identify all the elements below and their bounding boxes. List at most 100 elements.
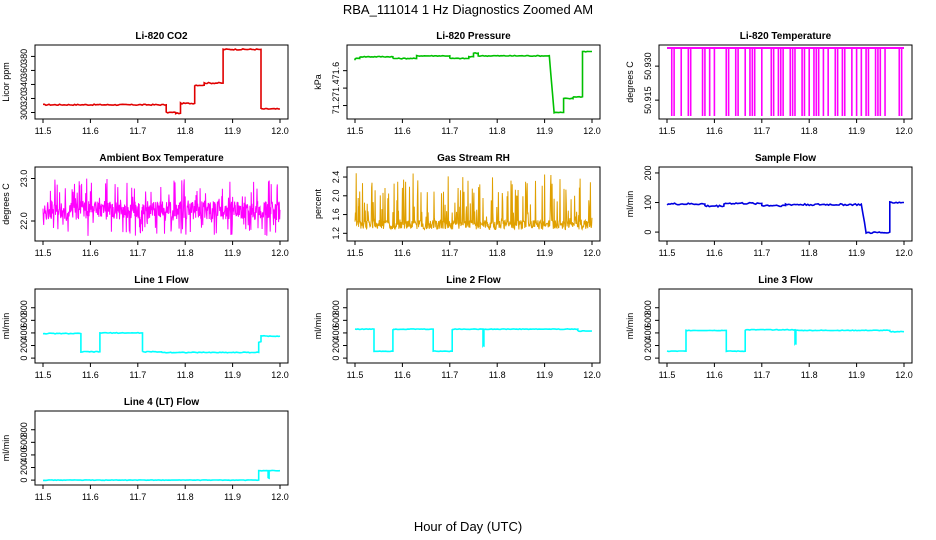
panel-li-820-pressure: Li-820 Pressure kPa 11.5 11.6 11.7 11.8 11.9 12… xyxy=(313,31,601,136)
y-axis-label: ml/min xyxy=(625,313,635,340)
y-tick-label: 200 xyxy=(19,460,29,475)
series-line xyxy=(666,200,904,235)
y-tick-label: 600 xyxy=(19,435,29,450)
panel-title: Gas Stream RH xyxy=(437,153,510,164)
x-tick-label: 11.5 xyxy=(35,492,52,502)
x-tick-label: 11.9 xyxy=(224,248,241,258)
series-line xyxy=(42,331,281,354)
plot-frame xyxy=(658,288,913,364)
series-line xyxy=(354,50,592,114)
x-tick-label: 11.7 xyxy=(129,370,146,380)
x-tick-label: 11.6 xyxy=(394,370,411,380)
x-tick-label: 11.8 xyxy=(489,370,506,380)
series-line xyxy=(354,173,593,231)
x-tick-label: 12.0 xyxy=(895,248,913,258)
y-axis-label: degrees C xyxy=(625,61,635,103)
x-tick-label: 11.6 xyxy=(706,248,723,258)
panel-li-820-temperature: Li-820 Temperature degrees C 11.5 11.6 11.7 1… xyxy=(625,31,913,136)
x-tick-label: 11.8 xyxy=(801,370,818,380)
x-axis-title: Hour of Day (UTC) xyxy=(414,519,522,534)
y-tick-label: 600 xyxy=(643,313,653,328)
x-tick-label: 11.7 xyxy=(441,126,458,136)
series-li-820-co2 xyxy=(43,48,281,115)
y-tick-label: 380 xyxy=(19,49,29,64)
y-tick-label: 71.4 xyxy=(331,79,341,97)
y-axis-label: percent xyxy=(313,188,323,219)
x-tick-label: 11.9 xyxy=(848,126,865,136)
plot-frame xyxy=(346,44,601,120)
y-tick-label: 400 xyxy=(643,325,653,340)
y-tick-label: 320 xyxy=(19,91,29,106)
y-tick-label: 22.0 xyxy=(19,212,29,230)
panel-title: Li-820 CO2 xyxy=(135,31,188,42)
series-line xyxy=(42,178,281,236)
x-tick-label: 11.5 xyxy=(35,370,52,380)
y-tick-label: 800 xyxy=(19,300,29,315)
y-tick-label: 71.2 xyxy=(331,97,341,115)
panel-line-2-flow: Line 2 Flow ml/min 11.5 11.6 11.7 11.8 11.9 12.… xyxy=(313,275,601,380)
panel-title: Line 4 (LT) Flow xyxy=(124,397,200,408)
y-tick-label: 800 xyxy=(19,422,29,437)
panel-title: Line 2 Flow xyxy=(446,275,501,286)
y-tick-label: 0 xyxy=(643,230,653,235)
x-tick-label: 11.5 xyxy=(659,370,676,380)
panel-grid: Li-820 CO2 Licor ppm 11.5 11.6 11.7 11.8 11.9 1… xyxy=(1,31,913,502)
y-axis-label: degrees C xyxy=(1,183,11,225)
x-tick-label: 11.8 xyxy=(801,248,818,258)
x-tick-label: 11.5 xyxy=(347,370,364,380)
series-li-820-temperature xyxy=(667,47,904,116)
y-tick-label: 71.6 xyxy=(331,62,341,80)
x-tick-label: 12.0 xyxy=(895,370,913,380)
x-tick-label: 11.9 xyxy=(224,126,241,136)
x-tick-label: 11.8 xyxy=(177,248,194,258)
panel-gas-stream-rh: Gas Stream RH percent 11.5 11.6 11.7 11.8 11.9… xyxy=(313,153,601,258)
x-tick-label: 12.0 xyxy=(583,126,601,136)
x-tick-label: 11.9 xyxy=(224,492,241,502)
x-tick-label: 12.0 xyxy=(271,248,289,258)
x-tick-label: 11.5 xyxy=(659,248,676,258)
x-tick-label: 12.0 xyxy=(583,370,601,380)
y-axis-label: ml/min xyxy=(313,313,323,340)
series-line xyxy=(42,469,281,482)
y-tick-label: 1.2 xyxy=(331,227,341,240)
plot-frame xyxy=(346,166,601,242)
x-tick-label: 11.9 xyxy=(848,370,865,380)
y-axis-label: ml/min xyxy=(1,313,11,340)
plot-frame xyxy=(34,410,289,486)
y-tick-label: 200 xyxy=(331,338,341,353)
series-ambient-box-temperature xyxy=(42,178,281,236)
y-tick-label: 0 xyxy=(643,356,653,361)
series-line xyxy=(666,328,905,353)
y-axis-label: kPa xyxy=(313,74,323,90)
y-tick-label: 50.915 xyxy=(643,86,653,114)
x-tick-label: 11.6 xyxy=(82,248,99,258)
series-line-1-flow xyxy=(42,331,281,354)
panel-sample-flow: Sample Flow ml/min 11.5 11.6 11.7 11.8 11.9 12.… xyxy=(625,153,913,258)
panel-li-820-co2: Li-820 CO2 Licor ppm 11.5 11.6 11.7 11.8 11.9 1… xyxy=(1,31,289,136)
y-tick-label: 0 xyxy=(331,356,341,361)
y-tick-label: 0 xyxy=(19,356,29,361)
series-li-820-pressure xyxy=(354,50,592,114)
x-tick-label: 11.5 xyxy=(347,248,364,258)
panel-line-4-lt-flow: Line 4 (LT) Flow ml/min 11.5 11.6 11.7 11.8 11… xyxy=(1,397,289,502)
x-tick-label: 11.5 xyxy=(35,248,52,258)
y-tick-label: 100 xyxy=(643,195,653,210)
x-tick-label: 11.6 xyxy=(394,248,411,258)
x-tick-label: 11.5 xyxy=(659,126,676,136)
x-tick-label: 11.6 xyxy=(706,370,723,380)
y-tick-label: 200 xyxy=(19,338,29,353)
x-tick-label: 11.6 xyxy=(394,126,411,136)
series-line-2-flow xyxy=(354,327,593,353)
panel-ambient-box-temperature: Ambient Box Temperature degrees C 11.5 11.6… xyxy=(1,153,289,258)
x-tick-label: 11.7 xyxy=(753,248,770,258)
y-tick-label: 400 xyxy=(19,447,29,462)
x-tick-label: 11.7 xyxy=(441,248,458,258)
x-tick-label: 11.8 xyxy=(177,126,194,136)
figure-title: RBA_111014 1 Hz Diagnostics Zoomed AM xyxy=(343,2,593,17)
x-tick-label: 11.8 xyxy=(489,126,506,136)
plot-frame xyxy=(34,166,289,242)
y-tick-label: 800 xyxy=(331,300,341,315)
y-tick-label: 600 xyxy=(331,313,341,328)
x-tick-label: 11.7 xyxy=(753,370,770,380)
